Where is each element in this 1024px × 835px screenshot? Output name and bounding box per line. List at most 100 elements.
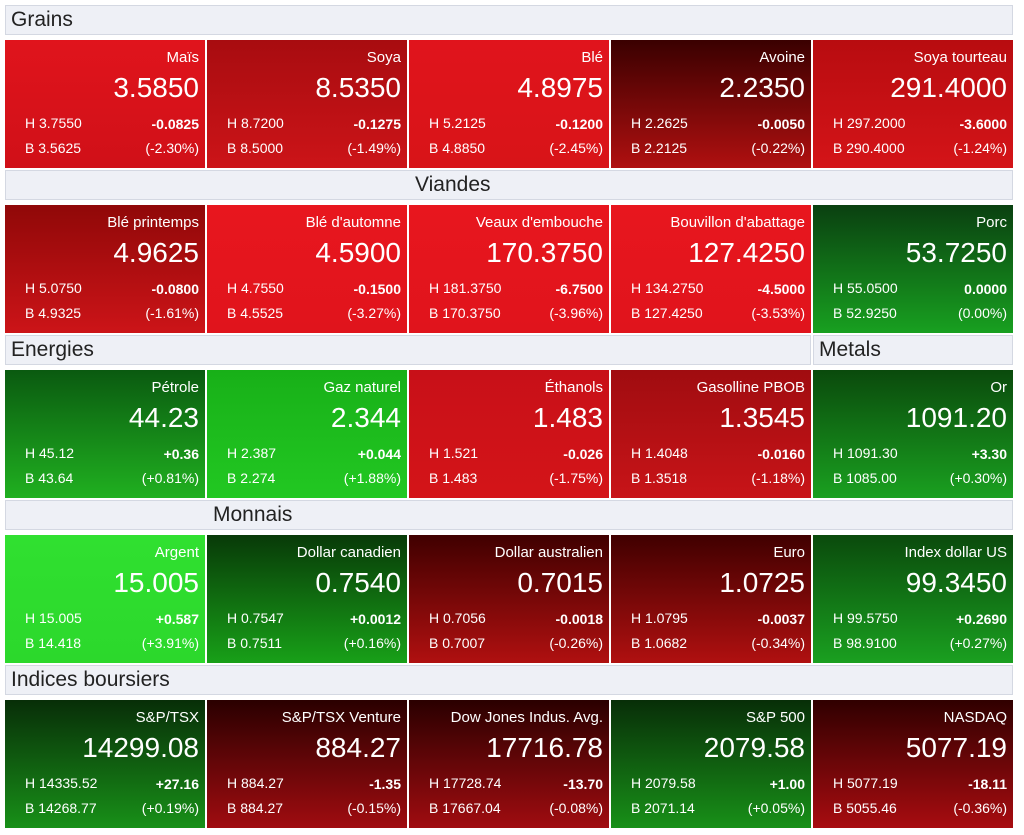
section-header: Metals (813, 335, 1013, 365)
percent-change: (-0.26%) (549, 635, 603, 651)
last-price: 1.0725 (719, 567, 805, 598)
price-change: +0.044 (357, 446, 401, 462)
low-price: B 0.7511 (227, 635, 283, 651)
quote-tile: Dollar australien 0.7015 H 0.7056 -0.0018 B … (409, 535, 609, 663)
section-header: Grains (5, 5, 1013, 35)
percent-change: (-0.08%) (549, 800, 603, 816)
quote-tile: Argent 15.005 H 15.005 +0.587 B 14.418 (+3.91… (5, 535, 205, 663)
price-change: -0.1200 (555, 116, 603, 132)
last-price: 4.5900 (315, 237, 401, 268)
percent-change: (+0.27%) (949, 635, 1007, 651)
quote-tile: Pétrole 44.23 H 45.12 +0.36 B 43.64 (+0.81%) (5, 370, 205, 498)
price-change: 0.0000 (964, 281, 1007, 297)
quote-tile: Index dollar US 99.3450 H 99.5750 +0.2690 B … (813, 535, 1013, 663)
quote-tile: Dollar canadien 0.7540 H 0.7547 +0.0012 B 0.… (207, 535, 407, 663)
instrument-name: Euro (773, 544, 805, 561)
low-price: B 3.5625 (25, 140, 82, 156)
quote-tile: Blé 4.8975 H 5.2125 -0.1200 B 4.8850 (-2.45%) (409, 40, 609, 168)
quote-tile: Gasolline PBOB 1.3545 H 1.4048 -0.0160 B 1.3… (611, 370, 811, 498)
high-price: H 884.27 (227, 775, 284, 791)
low-price: B 4.8850 (429, 140, 486, 156)
instrument-name: Veaux d'embouche (475, 214, 603, 231)
instrument-name: Blé d'automne (305, 214, 401, 231)
instrument-name: NASDAQ (943, 709, 1007, 726)
instrument-name: S&P/TSX (135, 709, 199, 726)
price-change: -6.7500 (555, 281, 603, 297)
last-price: 2.2350 (719, 72, 805, 103)
last-price: 0.7015 (517, 567, 603, 598)
price-change: +0.0012 (350, 611, 401, 627)
section-header: Monnais (5, 500, 1013, 530)
last-price: 2.344 (330, 402, 401, 433)
instrument-name: Avoine (759, 49, 805, 66)
percent-change: (-1.61%) (145, 305, 199, 321)
last-price: 3.5850 (113, 72, 199, 103)
low-price: B 17667.04 (429, 800, 501, 816)
price-change: +3.30 (971, 446, 1007, 462)
high-price: H 0.7056 (429, 610, 486, 626)
section-header: Viandes (5, 170, 1013, 200)
high-price: H 14335.52 (25, 775, 98, 791)
instrument-name: S&P 500 (746, 709, 805, 726)
low-price: B 2.2125 (631, 140, 688, 156)
low-price: B 98.9100 (833, 635, 897, 651)
high-price: H 134.2750 (631, 280, 704, 296)
price-change: -0.0825 (151, 116, 199, 132)
section-header: Energies (5, 335, 811, 365)
percent-change: (-1.24%) (953, 140, 1007, 156)
low-price: B 170.3750 (429, 305, 501, 321)
quote-tile: Blé d'automne 4.5900 H 4.7550 -0.1500 B 4.55… (207, 205, 407, 333)
percent-change: (-2.30%) (145, 140, 199, 156)
price-change: -0.1275 (353, 116, 401, 132)
price-change: -0.0050 (757, 116, 805, 132)
last-price: 884.27 (315, 732, 401, 763)
quote-tile: Éthanols 1.483 H 1.521 -0.026 B 1.483 (-1.75%… (409, 370, 609, 498)
high-price: H 5077.19 (833, 775, 898, 791)
last-price: 2079.58 (703, 732, 805, 763)
low-price: B 1.3518 (631, 470, 688, 486)
quote-tile: S&P 500 2079.58 H 2079.58 +1.00 B 2071.14 (+0… (611, 700, 811, 828)
quote-tile: Euro 1.0725 H 1.0795 -0.0037 B 1.0682 (-0.34%… (611, 535, 811, 663)
high-price: H 99.5750 (833, 610, 898, 626)
high-price: H 45.12 (25, 445, 75, 461)
percent-change: (-3.96%) (549, 305, 603, 321)
instrument-name: Gaz naturel (323, 379, 401, 396)
instrument-name: Or (990, 379, 1007, 396)
percent-change: (-0.34%) (751, 635, 805, 651)
instrument-name: Éthanols (544, 379, 603, 396)
price-change: -18.11 (968, 776, 1007, 792)
instrument-name: Argent (154, 544, 199, 561)
last-price: 1.483 (532, 402, 603, 433)
low-price: B 52.9250 (833, 305, 897, 321)
quote-tile: S&P/TSX Venture 884.27 H 884.27 -1.35 B 884.… (207, 700, 407, 828)
quote-tile: Soya 8.5350 H 8.7200 -0.1275 B 8.5000 (-1.49%… (207, 40, 407, 168)
high-price: H 1.0795 (631, 610, 688, 626)
price-change: -0.1500 (353, 281, 401, 297)
price-change: +0.2690 (956, 611, 1007, 627)
price-change: -0.0018 (555, 611, 603, 627)
instrument-name: Blé printemps (107, 214, 199, 231)
low-price: B 1085.00 (833, 470, 897, 486)
price-change: +0.36 (163, 446, 199, 462)
quote-tile: Blé printemps 4.9625 H 5.0750 -0.0800 B 4.93… (5, 205, 205, 333)
low-price: B 14268.77 (25, 800, 97, 816)
quote-tile: Dow Jones Indus. Avg. 17716.78 H 17728.74 -… (409, 700, 609, 828)
price-change: -13.70 (563, 776, 603, 792)
last-price: 4.8975 (517, 72, 603, 103)
percent-change: (0.00%) (957, 305, 1007, 321)
instrument-name: Soya tourteau (913, 49, 1007, 66)
instrument-name: Dollar canadien (296, 544, 401, 561)
price-change: -0.0800 (151, 281, 199, 297)
price-change: -0.026 (563, 446, 603, 462)
instrument-name: Soya (366, 49, 401, 66)
quote-tile: Bouvillon d'abattage 127.4250 H 134.2750 -4… (611, 205, 811, 333)
quote-tile: NASDAQ 5077.19 H 5077.19 -18.11 B 5055.46 (-0… (813, 700, 1013, 828)
percent-change: (+0.30%) (949, 470, 1007, 486)
last-price: 15.005 (113, 567, 199, 598)
quote-tile: Porc 53.7250 H 55.0500 0.0000 B 52.9250 (0.00… (813, 205, 1013, 333)
instrument-name: Bouvillon d'abattage (670, 214, 805, 231)
last-price: 99.3450 (905, 567, 1007, 598)
percent-change: (-1.49%) (347, 140, 401, 156)
quote-tile: Veaux d'embouche 170.3750 H 181.3750 -6.750… (409, 205, 609, 333)
instrument-name: Dow Jones Indus. Avg. (450, 709, 603, 726)
